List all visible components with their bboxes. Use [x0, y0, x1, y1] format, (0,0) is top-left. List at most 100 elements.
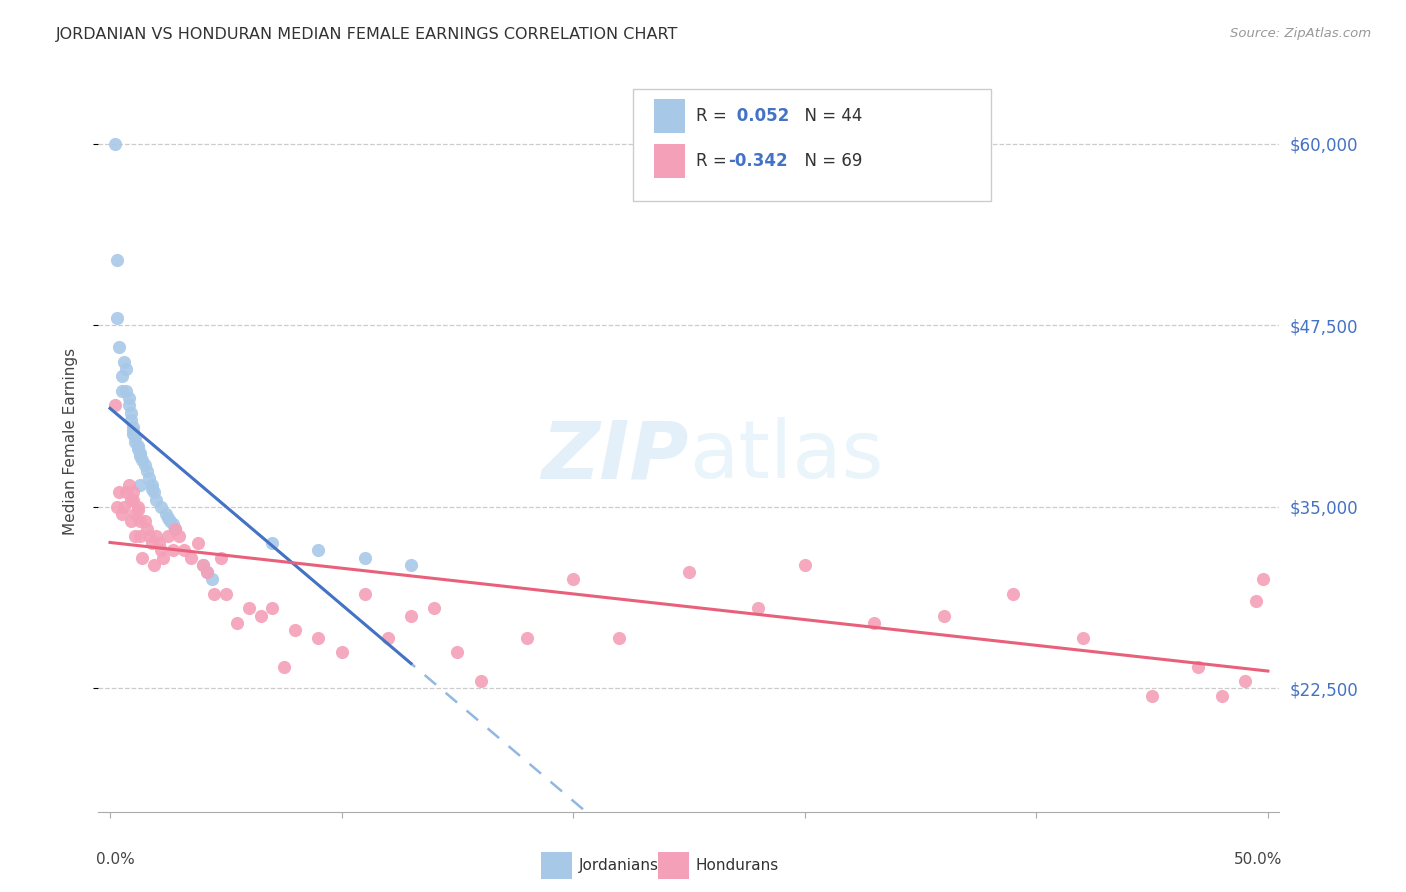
Point — [162, 517, 184, 532]
Point — [108, 340, 131, 354]
Point — [470, 674, 492, 689]
Point — [149, 543, 172, 558]
Text: N = 44: N = 44 — [794, 107, 863, 125]
Point — [201, 573, 224, 587]
Point — [284, 624, 307, 638]
Point — [562, 573, 585, 587]
Point — [143, 558, 166, 572]
Point — [156, 529, 179, 543]
Point — [1211, 689, 1233, 703]
Point — [191, 558, 214, 572]
Point — [108, 485, 131, 500]
Text: JORDANIAN VS HONDURAN MEDIAN FEMALE EARNINGS CORRELATION CHART: JORDANIAN VS HONDURAN MEDIAN FEMALE EARN… — [56, 27, 679, 42]
Point — [180, 550, 202, 565]
Point — [215, 587, 238, 601]
Point — [747, 601, 769, 615]
Point — [141, 483, 163, 497]
Point — [238, 601, 260, 615]
Text: 0.0%: 0.0% — [96, 852, 135, 866]
Point — [399, 558, 422, 572]
Point — [138, 529, 160, 543]
Point — [129, 449, 152, 463]
Point — [105, 253, 128, 268]
Point — [516, 631, 538, 645]
Point — [127, 502, 149, 516]
Point — [273, 659, 295, 673]
Text: 50.0%: 50.0% — [1233, 852, 1282, 866]
Point — [115, 362, 138, 376]
Point — [793, 558, 815, 572]
Point — [129, 446, 152, 460]
Point — [115, 485, 138, 500]
Point — [262, 536, 284, 550]
Point — [863, 615, 886, 630]
Point — [156, 511, 179, 525]
Text: -0.342: -0.342 — [728, 152, 787, 169]
Point — [105, 500, 128, 514]
Point — [122, 420, 145, 434]
Point — [143, 485, 166, 500]
Point — [1233, 674, 1256, 689]
Point — [423, 601, 446, 615]
Point — [127, 500, 149, 514]
Point — [159, 515, 181, 529]
Point — [136, 464, 159, 478]
Point — [122, 485, 145, 500]
Point — [446, 645, 468, 659]
Point — [1246, 594, 1268, 608]
Text: Jordanians: Jordanians — [579, 858, 659, 872]
Point — [173, 543, 195, 558]
Point — [330, 645, 353, 659]
Point — [226, 615, 249, 630]
Point — [307, 631, 329, 645]
Text: Source: ZipAtlas.com: Source: ZipAtlas.com — [1230, 27, 1371, 40]
Point — [115, 384, 138, 398]
Point — [1187, 659, 1209, 673]
Point — [209, 550, 232, 565]
Point — [129, 529, 152, 543]
Point — [112, 500, 135, 514]
Point — [129, 478, 152, 492]
Point — [169, 529, 191, 543]
Point — [122, 492, 145, 507]
Point — [124, 430, 146, 444]
Point — [609, 631, 631, 645]
Point — [163, 522, 186, 536]
Point — [149, 500, 172, 514]
Point — [202, 587, 225, 601]
Point — [105, 311, 128, 326]
Point — [120, 413, 142, 427]
Point — [112, 354, 135, 368]
Point — [307, 543, 329, 558]
Point — [127, 439, 149, 453]
Point — [1071, 631, 1094, 645]
Point — [124, 434, 146, 449]
Point — [117, 398, 139, 412]
Point — [104, 136, 127, 151]
Point — [141, 536, 163, 550]
Point — [124, 529, 146, 543]
Point — [152, 550, 174, 565]
Text: ZIP: ZIP — [541, 417, 689, 495]
Point — [134, 515, 156, 529]
Point — [127, 442, 149, 456]
Point — [187, 536, 209, 550]
Text: atlas: atlas — [689, 417, 883, 495]
Point — [155, 507, 177, 521]
Point — [148, 536, 170, 550]
Point — [124, 507, 146, 521]
Point — [129, 515, 152, 529]
Point — [120, 515, 142, 529]
Point — [104, 398, 127, 412]
Point — [122, 425, 145, 439]
Point — [399, 608, 422, 623]
Point — [117, 478, 139, 492]
Point — [136, 522, 159, 536]
Point — [122, 427, 145, 442]
Text: Hondurans: Hondurans — [696, 858, 779, 872]
Point — [162, 543, 184, 558]
Text: 0.052: 0.052 — [731, 107, 789, 125]
Point — [110, 369, 132, 384]
Point — [249, 608, 271, 623]
Point — [195, 565, 218, 579]
